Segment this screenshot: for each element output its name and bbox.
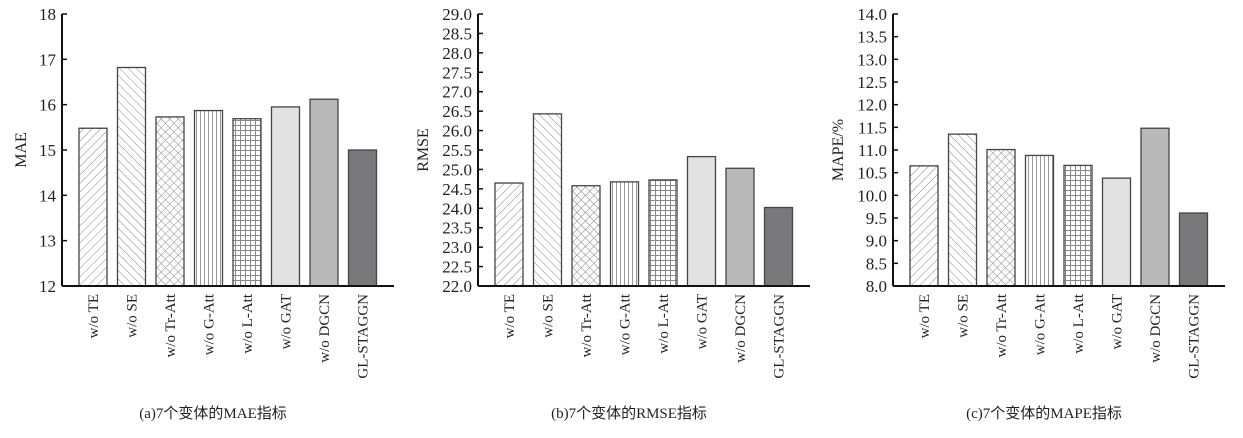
- x-tick-label: w/o G-Att: [202, 293, 218, 355]
- y-tick-label: 13: [39, 232, 56, 251]
- y-tick-label: 10.0: [857, 186, 887, 205]
- y-tick-label: 12.0: [857, 96, 887, 115]
- y-tick-label: 9.0: [866, 232, 887, 251]
- x-tick-label: w/o Tr-Att: [579, 293, 595, 357]
- x-tick-label: w/o DGCN: [1148, 294, 1164, 363]
- bar-w-o-dgcn: [1140, 127, 1170, 287]
- x-tick-label: GL-STAGGN: [772, 294, 788, 379]
- x-tick-label: GL-STAGGN: [356, 294, 372, 379]
- bar-w-o-gat: [686, 155, 717, 287]
- bar-w-o-dgcn: [309, 98, 339, 287]
- y-tick-label: 14.0: [857, 5, 887, 24]
- bar-w-o-te: [909, 165, 939, 287]
- x-tick-label: w/o Tr-Att: [163, 293, 179, 357]
- chart-panel-2: w/o TE w/o SE w/o Tr-Att w/o G-Att w/o L-Att…: [830, 5, 1225, 422]
- y-axis-label: RMSE: [415, 128, 432, 172]
- chart-panel-0: w/o TE w/o SE w/o Tr-Att w/o G-Att w/o L-Att…: [13, 5, 394, 422]
- y-tick-label: 12: [39, 277, 56, 296]
- x-tick-label: w/o SE: [541, 294, 557, 338]
- y-tick-label: 28.5: [442, 24, 472, 43]
- bar-w-o-g-att: [193, 109, 224, 287]
- y-tick-label: 17: [39, 50, 57, 69]
- bar-w-o-se: [116, 66, 147, 287]
- y-tick-label: 22.0: [442, 277, 472, 296]
- y-tick-label: 28.0: [442, 44, 472, 63]
- y-tick-label: 25.5: [442, 141, 472, 160]
- y-tick-label: 12.5: [857, 73, 887, 92]
- bar-w-o-l-att: [1063, 164, 1093, 287]
- y-tick-label: 15: [39, 141, 56, 160]
- x-tick-label: w/o GAT: [279, 294, 295, 349]
- y-tick-label: 29.0: [442, 5, 472, 24]
- x-tick-label: w/o DGCN: [317, 294, 333, 363]
- y-tick-label: 24.5: [442, 180, 472, 199]
- x-tick-label: w/o L-Att: [240, 293, 256, 353]
- bar-w-o-te: [78, 127, 108, 287]
- bar-w-o-te: [494, 182, 524, 287]
- y-tick-label: 23.5: [442, 219, 472, 238]
- bar-w-o-g-att: [1024, 154, 1055, 287]
- y-tick-label: 13.0: [857, 50, 887, 69]
- x-tick-label: w/o TE: [502, 294, 518, 338]
- bar-w-o-dgcn: [725, 167, 755, 287]
- bar-w-o-gat: [270, 106, 301, 287]
- bar-w-o-se: [947, 133, 978, 287]
- bar-w-o-g-att: [609, 181, 640, 287]
- y-tick-label: 25.0: [442, 160, 472, 179]
- bar-gl-staggn: [763, 206, 794, 287]
- x-tick-label: w/o GAT: [1110, 294, 1126, 349]
- x-tick-label: w/o GAT: [695, 294, 711, 349]
- y-tick-label: 26.5: [442, 102, 472, 121]
- x-tick-label: w/o G-Att: [1033, 293, 1049, 355]
- y-axis-label: MAPE/%: [830, 119, 847, 181]
- y-tick-label: 13.5: [857, 28, 887, 47]
- x-tick-label: GL-STAGGN: [1187, 294, 1203, 379]
- y-tick-label: 8.5: [866, 254, 887, 273]
- bar-w-o-tr-att: [155, 116, 185, 287]
- x-tick-label: w/o L-Att: [656, 293, 672, 353]
- y-tick-label: 16: [39, 96, 56, 115]
- y-tick-label: 27.0: [442, 83, 472, 102]
- bar-w-o-l-att: [648, 179, 678, 287]
- x-tick-label: w/o Tr-Att: [994, 293, 1010, 357]
- y-tick-label: 14: [39, 186, 57, 205]
- y-tick-label: 26.0: [442, 122, 472, 141]
- bar-w-o-gat: [1101, 177, 1132, 287]
- panel-caption: (b)7个变体的RMSE指标: [551, 405, 707, 422]
- bar-gl-staggn: [347, 149, 378, 287]
- x-tick-label: w/o SE: [956, 294, 972, 338]
- bar-w-o-se: [532, 113, 563, 287]
- y-tick-label: 18: [39, 5, 56, 24]
- bar-w-o-tr-att: [986, 148, 1016, 287]
- x-tick-label: w/o TE: [917, 294, 933, 338]
- chart-panel-1: w/o TE w/o SE w/o Tr-Att w/o G-Att w/o L-Att…: [415, 5, 810, 422]
- x-tick-label: w/o SE: [125, 294, 141, 338]
- panel-caption: (a)7个变体的MAE指标: [139, 405, 286, 422]
- x-tick-label: w/o TE: [86, 294, 102, 338]
- y-tick-label: 11.5: [858, 118, 887, 137]
- x-tick-label: w/o G-Att: [618, 293, 634, 355]
- panel-caption: (c)7个变体的MAPE指标: [966, 405, 1122, 422]
- bar-w-o-l-att: [232, 118, 262, 287]
- y-tick-label: 8.0: [866, 277, 887, 296]
- y-tick-label: 23.0: [442, 238, 472, 257]
- y-tick-label: 24.0: [442, 199, 472, 218]
- y-tick-label: 9.5: [866, 209, 887, 228]
- bar-w-o-tr-att: [571, 185, 601, 287]
- x-tick-label: w/o L-Att: [1071, 293, 1087, 353]
- x-tick-label: w/o DGCN: [733, 294, 749, 363]
- y-tick-label: 22.5: [442, 258, 472, 277]
- y-axis-label: MAE: [13, 132, 30, 168]
- y-tick-label: 27.5: [442, 63, 472, 82]
- bar-gl-staggn: [1178, 212, 1209, 287]
- y-tick-label: 11.0: [858, 141, 887, 160]
- y-tick-label: 10.5: [857, 164, 887, 183]
